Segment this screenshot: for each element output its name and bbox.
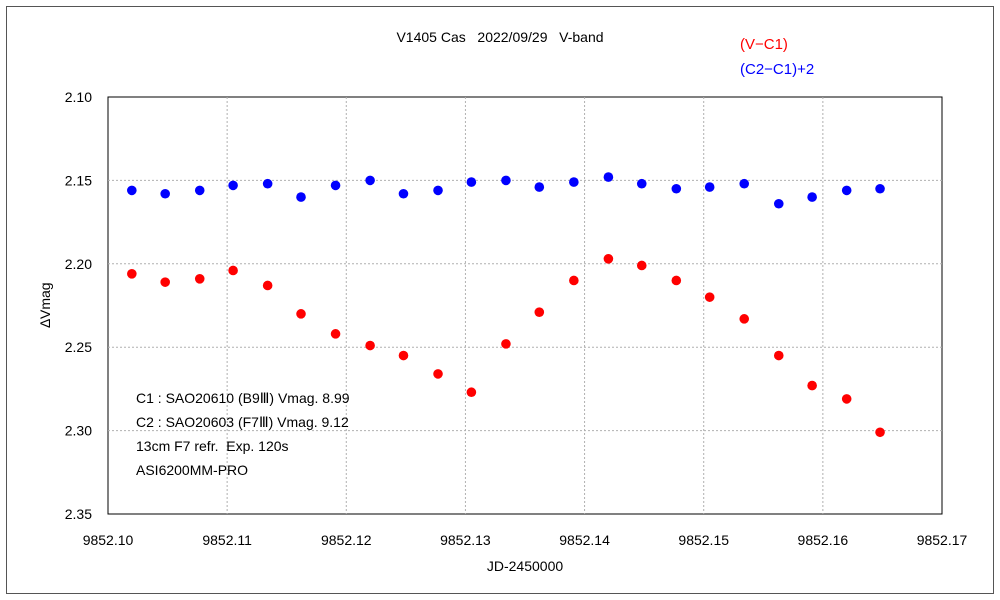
y-tick-label: 2.35 — [65, 506, 92, 522]
comparison-point — [636, 178, 647, 189]
variable-point — [398, 350, 409, 361]
comparison-point — [773, 198, 784, 209]
comparison-point — [228, 180, 238, 191]
variable-point — [704, 292, 715, 302]
variable-point — [569, 275, 579, 286]
comparison-point — [194, 185, 205, 196]
comparison-point — [365, 175, 375, 186]
legend-red-label: (V−C1) — [740, 36, 788, 53]
variable-point — [875, 427, 885, 438]
variable-point — [466, 387, 477, 398]
comparison-point — [569, 177, 579, 187]
variable-point — [433, 369, 443, 379]
axis-ticks: 9852.10 9852.11 9852.12 9852.13 9852.14 9852.… — [65, 89, 968, 548]
variable-point — [330, 329, 341, 339]
variable-point — [194, 274, 205, 284]
variable-point — [739, 314, 750, 324]
x-tick-label: 9852.16 — [798, 532, 849, 548]
variable-point — [296, 309, 306, 319]
legend-blue-label: (C2−C1)+2 — [740, 61, 814, 78]
variable-point — [160, 277, 170, 287]
variable-point — [501, 339, 511, 349]
variable-point — [127, 269, 137, 279]
comparison-point — [433, 185, 443, 196]
annotation-camera: ASI6200MM-PRO — [136, 462, 248, 478]
x-tick-label: 9852.15 — [678, 532, 729, 548]
comparison-point — [875, 183, 885, 194]
y-tick-label: 2.10 — [65, 89, 92, 105]
x-tick-label: 9852.17 — [917, 532, 968, 548]
comparison-point — [127, 185, 137, 196]
x-tick-label: 9852.12 — [321, 532, 372, 548]
variable-point — [228, 265, 238, 276]
y-tick-label: 2.25 — [65, 339, 92, 355]
comparison-point — [534, 182, 545, 192]
x-tick-label: 9852.11 — [202, 532, 252, 548]
comparison-point — [296, 192, 306, 202]
y-tick-label: 2.20 — [65, 256, 92, 272]
chart-title: V1405 Cas 2022/09/29 V-band — [396, 29, 603, 45]
comparison-point — [501, 175, 511, 186]
grid-lines — [108, 97, 942, 514]
variable-point — [773, 350, 784, 361]
comparison-point — [466, 177, 477, 187]
x-tick-label: 9852.13 — [440, 532, 491, 548]
variable-point — [807, 380, 817, 391]
variable-point — [636, 260, 647, 271]
data-points — [127, 172, 885, 438]
comparison-point — [671, 183, 682, 194]
x-axis-label: JD-2450000 — [487, 558, 563, 574]
variable-point — [841, 394, 852, 404]
comparison-point — [603, 172, 614, 182]
comparison-point — [398, 188, 409, 199]
variable-point — [534, 307, 545, 317]
y-tick-label: 2.30 — [65, 423, 92, 439]
x-tick-label: 9852.14 — [559, 532, 610, 548]
comparison-point — [739, 178, 750, 189]
x-tick-label: 9852.10 — [83, 532, 134, 548]
variable-point — [365, 340, 375, 351]
y-axis-label: ∆Vmag — [37, 282, 53, 327]
comparison-point — [262, 178, 273, 189]
annotation-telescope: 13cm F7 refr. Exp. 120s — [136, 438, 289, 454]
comparison-point — [704, 182, 715, 192]
annotation-c2: C2 : SAO20603 (F7Ⅲ) Vmag. 9.12 — [136, 414, 349, 430]
y-tick-label: 2.15 — [65, 172, 92, 188]
comparison-point — [841, 185, 852, 196]
annotation-c1: C1 : SAO20610 (B9Ⅲ) Vmag. 8.99 — [136, 390, 350, 406]
comparison-point — [330, 180, 341, 191]
comparison-point — [160, 188, 170, 199]
comparison-point — [807, 192, 817, 202]
plot-area — [107, 96, 943, 515]
variable-point — [671, 275, 682, 286]
variable-point — [603, 253, 614, 264]
variable-point — [262, 280, 273, 291]
